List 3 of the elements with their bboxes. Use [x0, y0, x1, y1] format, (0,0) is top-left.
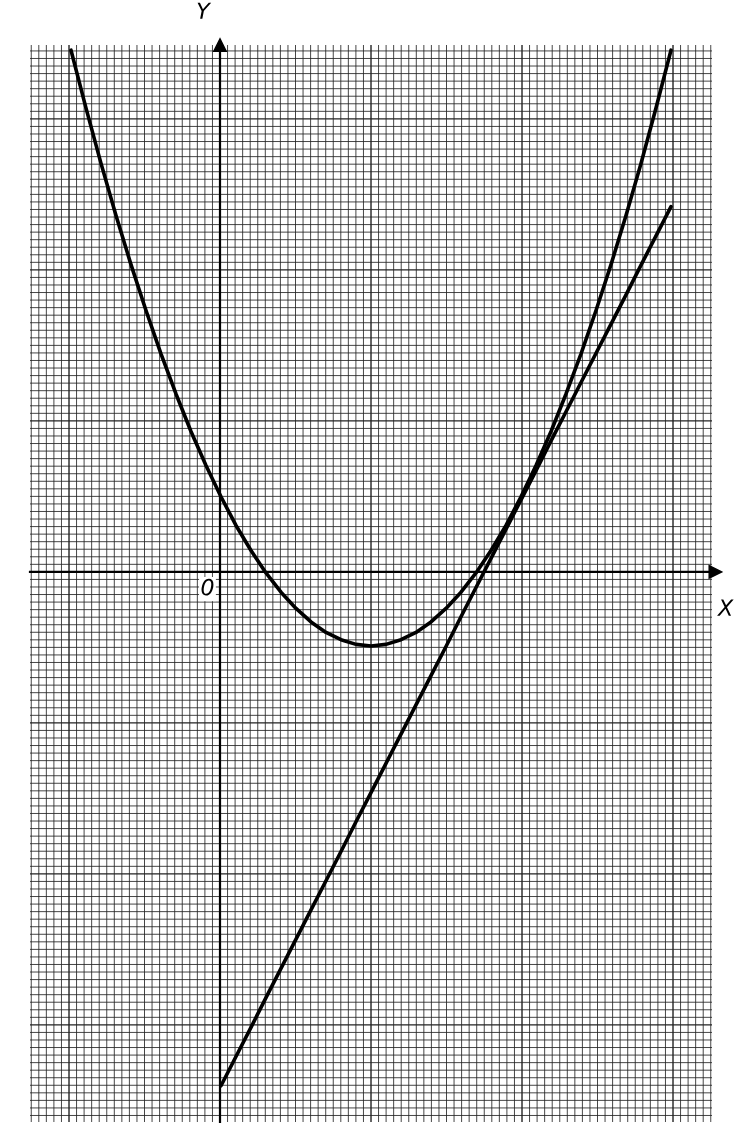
annotation: 0 — [201, 578, 214, 596]
y-axis-title: Y — [197, 2, 212, 19]
x-axis-title: X — [717, 599, 734, 616]
